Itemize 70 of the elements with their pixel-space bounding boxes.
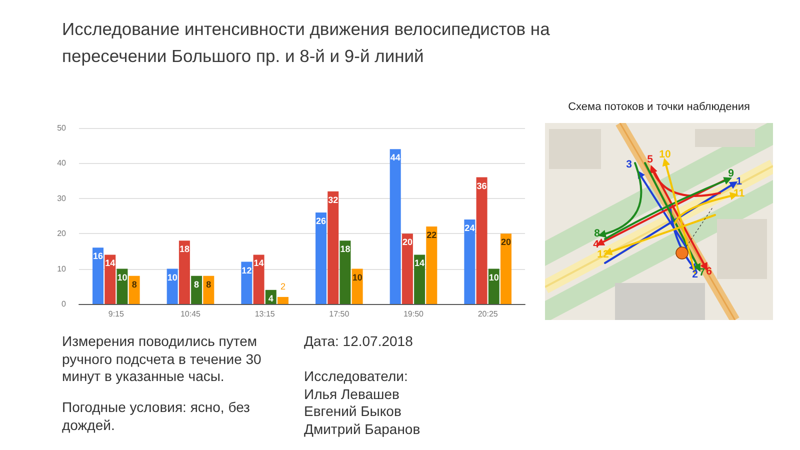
data-label: 10 bbox=[488, 272, 499, 282]
y-tick-label: 20 bbox=[57, 229, 67, 238]
bar bbox=[203, 276, 214, 304]
data-label: 14 bbox=[414, 258, 425, 268]
y-tick-label: 50 bbox=[57, 124, 67, 132]
data-label: 26 bbox=[316, 216, 326, 226]
bar bbox=[92, 248, 104, 304]
text: Измерения поводились путем ручного подсчета в течение 30 минут в указанные часы. bbox=[62, 333, 262, 386]
text: 5 bbox=[647, 154, 653, 166]
bar bbox=[241, 262, 252, 304]
bar bbox=[316, 212, 327, 304]
bar bbox=[402, 234, 413, 304]
data-label: 14 bbox=[105, 258, 116, 268]
data-label: 10 bbox=[352, 272, 362, 282]
text: Схема потоков и точки наблюдения bbox=[567, 101, 751, 113]
x-tick-label: 10:45 bbox=[180, 310, 202, 318]
text: Исследователи: Илья Левашев Евгений Быков Дмитрий Баранов bbox=[304, 368, 422, 438]
bar bbox=[104, 254, 116, 304]
bar bbox=[414, 254, 426, 304]
text: Погодные условия: ясно, без дождей. bbox=[62, 399, 251, 434]
x-tick-label: 20:25 bbox=[478, 310, 498, 318]
y-tick-label: 40 bbox=[57, 158, 67, 168]
x-tick-label: 13:15 bbox=[254, 310, 276, 318]
data-label: 20 bbox=[500, 237, 511, 248]
data-label: 16 bbox=[93, 251, 104, 262]
data-label: 22 bbox=[426, 230, 437, 240]
bar bbox=[476, 177, 488, 304]
text: 9 bbox=[728, 168, 734, 180]
data-label: 2 bbox=[280, 281, 286, 292]
data-label: 20 bbox=[402, 237, 412, 248]
data-label: 10 bbox=[117, 272, 128, 282]
bar bbox=[178, 240, 190, 304]
bar bbox=[500, 234, 512, 304]
bar bbox=[191, 276, 202, 304]
x-tick-label: 17:50 bbox=[329, 310, 350, 318]
y-tick-label: 10 bbox=[57, 264, 67, 274]
data-label: 12 bbox=[242, 265, 252, 276]
data-label: 36 bbox=[476, 180, 487, 191]
y-tick-label: 0 bbox=[62, 300, 67, 308]
text: 10 bbox=[659, 148, 671, 160]
data-label: 18 bbox=[179, 244, 190, 254]
text: 3 bbox=[626, 158, 632, 170]
text: Дата: 12.07.2018 bbox=[304, 333, 414, 350]
bar bbox=[426, 226, 438, 304]
bar bbox=[277, 296, 288, 304]
data-label: 8 bbox=[194, 279, 200, 290]
bar bbox=[340, 240, 351, 304]
data-label: 4 bbox=[268, 293, 274, 304]
data-label: 8 bbox=[206, 279, 212, 290]
x-tick-label: 9:15 bbox=[108, 310, 124, 318]
data-label: 8 bbox=[132, 279, 137, 290]
data-label: 10 bbox=[167, 272, 178, 282]
data-label: 44 bbox=[390, 152, 400, 163]
chart-title: Исследование интенсивности движения велосипедистов на пересечении Большого пр. и 8-й и 9-й линий bbox=[62, 18, 551, 68]
bar bbox=[328, 191, 339, 304]
text: 6 bbox=[706, 266, 712, 278]
text: 2 bbox=[692, 268, 698, 280]
text: 8 bbox=[594, 228, 600, 240]
y-tick-label: 30 bbox=[57, 194, 67, 203]
bar bbox=[253, 254, 264, 304]
text: 7 bbox=[699, 266, 705, 278]
bar bbox=[390, 149, 401, 304]
bar bbox=[464, 220, 476, 304]
text: 1 bbox=[736, 176, 742, 188]
data-label: 32 bbox=[328, 194, 338, 205]
data-label: 14 bbox=[254, 258, 264, 268]
x-tick-label: 19:50 bbox=[403, 310, 424, 318]
data-label: 18 bbox=[340, 244, 350, 254]
bar bbox=[128, 276, 140, 304]
data-label: 24 bbox=[464, 223, 475, 234]
